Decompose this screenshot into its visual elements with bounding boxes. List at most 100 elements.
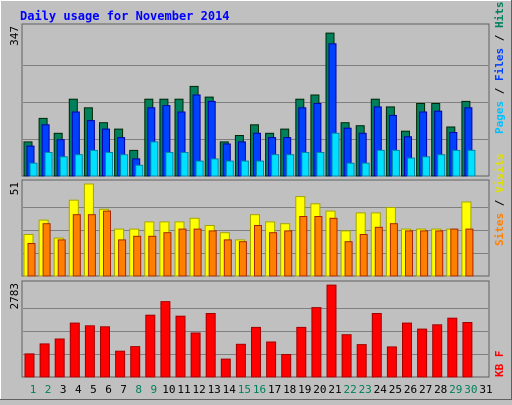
bar-kb-f-day-21 bbox=[326, 284, 337, 378]
bar-kb-f-day-10 bbox=[160, 301, 171, 378]
bar-sites-day-22 bbox=[344, 241, 353, 277]
bar-kb-f-day-22 bbox=[341, 334, 352, 378]
x-tick-label-24: 24 bbox=[374, 383, 388, 396]
bar-pages-day-23 bbox=[361, 162, 370, 177]
bar-pages-day-22 bbox=[346, 162, 355, 177]
bar-kb-f-day-26 bbox=[402, 322, 412, 378]
legend-middle: Sites / Visits bbox=[493, 153, 506, 246]
legend-sep-1: / bbox=[493, 81, 506, 101]
bar-sites-day-16 bbox=[254, 225, 262, 277]
bar-kb-f-day-16 bbox=[251, 326, 261, 378]
bar-pages-day-5 bbox=[89, 149, 98, 177]
x-tick-label-7: 7 bbox=[120, 383, 127, 396]
bar-kb-f-day-19 bbox=[296, 326, 307, 378]
bar-sites-day-14 bbox=[223, 239, 232, 277]
x-tick-label-28: 28 bbox=[434, 383, 447, 396]
legend-pages: Pages bbox=[493, 101, 506, 134]
x-tick-label-27: 27 bbox=[419, 383, 432, 396]
x-tick-label-21: 21 bbox=[328, 383, 341, 396]
bar-pages-day-17 bbox=[271, 154, 280, 177]
bar-pages-day-20 bbox=[316, 152, 325, 177]
bar-pages-day-21 bbox=[331, 132, 340, 177]
bar-kb-f-day-27 bbox=[417, 328, 428, 378]
bar-sites-day-7 bbox=[118, 239, 127, 277]
bar-pages-day-7 bbox=[120, 154, 129, 177]
bar-sites-day-3 bbox=[57, 239, 66, 277]
legend-visits: Visits bbox=[493, 153, 506, 193]
x-tick-label-5: 5 bbox=[90, 383, 97, 396]
bar-pages-day-16 bbox=[256, 160, 264, 177]
bar-pages-day-1 bbox=[29, 162, 38, 177]
legend-files: Files bbox=[493, 48, 506, 81]
bar-sites-day-10 bbox=[163, 232, 172, 277]
bar-sites-day-26 bbox=[405, 230, 413, 277]
bar-sites-day-18 bbox=[284, 230, 293, 277]
bar-kb-f-day-1 bbox=[24, 353, 35, 378]
bar-pages-day-9 bbox=[150, 141, 159, 177]
legend-sep-2: / bbox=[493, 28, 506, 48]
bar-kb-f-day-6 bbox=[100, 326, 110, 378]
bar-kb-f-day-7 bbox=[115, 350, 126, 378]
bar-kb-f-day-14 bbox=[220, 358, 231, 378]
bar-kb-f-day-12 bbox=[190, 332, 201, 378]
bar-kb-f-day-20 bbox=[311, 307, 322, 378]
bar-sites-day-17 bbox=[269, 232, 278, 277]
x-tick-label-17: 17 bbox=[268, 383, 281, 396]
legend-kbf: KB F bbox=[493, 351, 506, 378]
bar-sites-day-1 bbox=[27, 243, 36, 277]
bar-sites-day-13 bbox=[208, 230, 217, 277]
bar-sites-day-23 bbox=[359, 234, 368, 277]
x-tick-label-11: 11 bbox=[177, 383, 190, 396]
bar-kb-f-day-2 bbox=[39, 343, 50, 378]
x-tick-label-3: 3 bbox=[60, 383, 67, 396]
bar-sites-day-20 bbox=[314, 216, 323, 277]
bar-pages-day-13 bbox=[210, 158, 219, 177]
x-tick-label-8: 8 bbox=[135, 383, 142, 396]
legend-hits: Hits bbox=[493, 2, 506, 29]
x-tick-label-29: 29 bbox=[449, 383, 462, 396]
legend-sites: Sites bbox=[493, 213, 506, 246]
x-tick-label-4: 4 bbox=[75, 383, 82, 396]
bar-pages-day-28 bbox=[437, 154, 446, 177]
bar-kb-f-day-3 bbox=[54, 338, 65, 378]
bar-kb-f-day-9 bbox=[145, 314, 156, 378]
x-tick-label-19: 19 bbox=[298, 383, 311, 396]
bar-kb-f-day-13 bbox=[205, 313, 216, 378]
x-tick-label-6: 6 bbox=[105, 383, 112, 396]
bar-sites-day-2 bbox=[42, 223, 51, 277]
x-tick-label-1: 1 bbox=[30, 383, 37, 396]
bar-sites-day-5 bbox=[87, 214, 96, 277]
bar-sites-day-8 bbox=[133, 235, 142, 277]
bar-kb-f-day-8 bbox=[130, 346, 141, 378]
bar-pages-day-3 bbox=[59, 156, 68, 177]
bar-kb-f-day-24 bbox=[371, 313, 382, 378]
top-ymax-label: 347 bbox=[8, 26, 21, 46]
bar-sites-day-19 bbox=[299, 216, 308, 277]
x-tick-label-23: 23 bbox=[359, 383, 372, 396]
bar-kb-f-day-5 bbox=[84, 325, 95, 378]
x-tick-labels: 1 2 3 4 5 6 7 8 9 10 11 12 13 14 15 16 17 18 19 20 21 22 23 24 2… bbox=[30, 383, 493, 396]
bar-kb-f-day-17 bbox=[266, 341, 277, 378]
bar-kb-f-day-25 bbox=[386, 346, 397, 378]
chart-title: Daily usage for November 2014 bbox=[20, 9, 230, 23]
bar-kb-f-day-11 bbox=[175, 315, 186, 378]
x-tick-label-15: 15 bbox=[238, 383, 251, 396]
x-tick-label-9: 9 bbox=[150, 383, 157, 396]
bar-sites-day-29 bbox=[450, 228, 459, 277]
x-tick-label-10: 10 bbox=[162, 383, 175, 396]
bar-pages-day-27 bbox=[422, 156, 431, 177]
bar-pages-day-8 bbox=[135, 164, 144, 177]
bar-marks bbox=[23, 32, 476, 378]
bar-sites-day-11 bbox=[178, 228, 187, 277]
bar-pages-day-6 bbox=[105, 152, 113, 177]
bar-pages-day-2 bbox=[44, 152, 53, 177]
bottom-ymax-label: 2783 bbox=[8, 283, 21, 310]
bar-pages-day-19 bbox=[301, 152, 310, 177]
bar-sites-day-6 bbox=[103, 210, 111, 277]
bar-sites-day-24 bbox=[374, 226, 383, 277]
bar-pages-day-4 bbox=[74, 154, 83, 177]
bar-sites-day-30 bbox=[465, 228, 474, 277]
middle-ymax-label: 51 bbox=[8, 182, 21, 195]
bar-kb-f-day-15 bbox=[235, 343, 246, 378]
